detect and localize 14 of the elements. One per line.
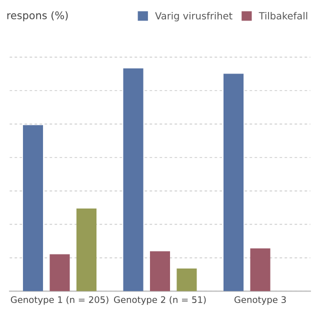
x-tick-label: Genotype 3: [234, 296, 286, 305]
bar: [50, 254, 70, 292]
x-tick-label: Genotype 2 (n = 51): [114, 296, 206, 305]
bar: [150, 251, 170, 292]
bar: [76, 208, 96, 292]
bar: [176, 268, 197, 292]
x-tick-label: Genotype 1 (n = 205): [10, 296, 108, 305]
bar: [224, 74, 244, 292]
bar: [250, 248, 270, 292]
bar: [22, 125, 44, 292]
legend-label: Varig virusfrihet: [155, 12, 232, 22]
chart-title: respons (%): [7, 11, 68, 22]
legend-label: Tilbakefall: [258, 12, 308, 20]
bar: [123, 68, 144, 292]
